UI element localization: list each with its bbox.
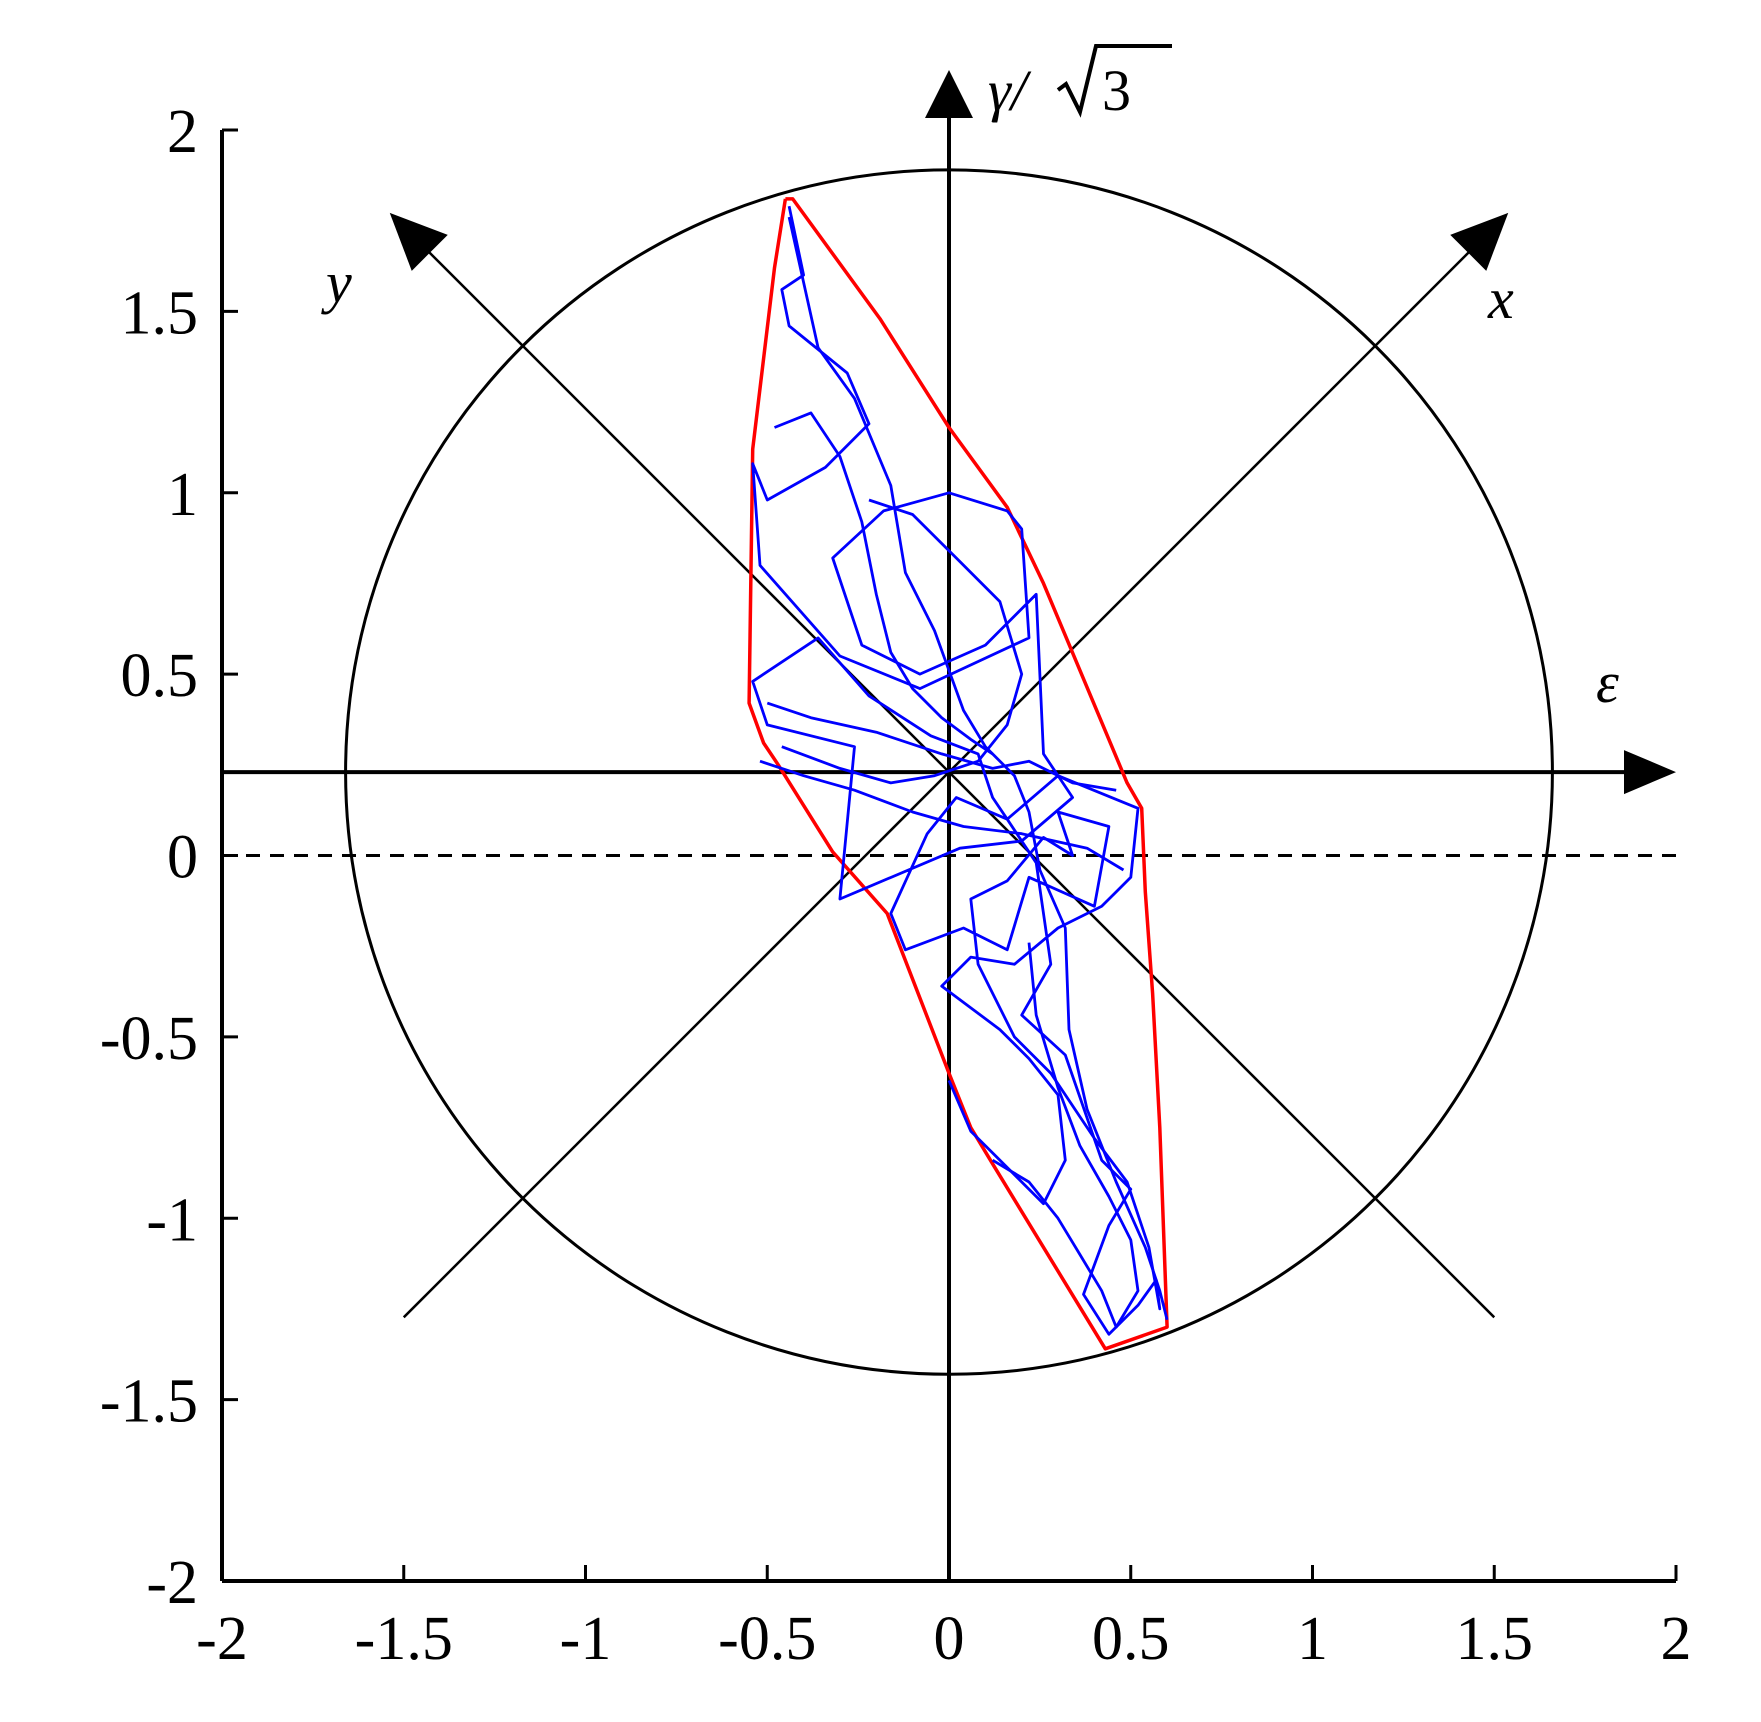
- y-tick-label: -1.5: [100, 1368, 198, 1436]
- gamma-arrow-head: [925, 70, 973, 118]
- gamma-axis-radicand: 3: [1102, 58, 1131, 123]
- x-tick-label: 0.5: [1092, 1605, 1170, 1673]
- trajectory-series-line: [766, 701, 1117, 792]
- sqrt-symbol: [1056, 44, 1172, 118]
- y-arrow-head: [389, 212, 448, 271]
- x-arrow-head: [1450, 212, 1509, 271]
- data-series: [747, 197, 1169, 1351]
- y-tick-labels: -2 -1.5 -1 -0.5 0 0.5 1 1.5 2: [100, 98, 198, 1617]
- x-tick-label: 0: [934, 1605, 965, 1673]
- epsilon-axis-label: ε: [1596, 650, 1619, 715]
- rotated-x-axis-line: [402, 235, 1486, 1319]
- x-tick-labels: -2 -1.5 -1 -0.5 0 0.5 1 1.5 2: [196, 1605, 1691, 1673]
- x-tick-label: 1: [1297, 1605, 1328, 1673]
- x-tick-label: -1: [560, 1605, 612, 1673]
- y-tick-label: -0.5: [100, 1005, 198, 1073]
- envelope-series-line: [747, 197, 1169, 1351]
- trajectory-series-line: [759, 759, 1125, 872]
- x-tick-label: -1.5: [355, 1605, 453, 1673]
- rotated-y-axis-line: [412, 235, 1496, 1319]
- tick-marks: [220, 128, 1678, 1583]
- y-tick-label: 0: [167, 824, 198, 892]
- axis-names: ε x y γ/ 3: [321, 44, 1619, 715]
- trajectory-series-line: [781, 498, 1024, 785]
- y-axis-label: y: [321, 250, 352, 315]
- reference-geometry: [222, 70, 1676, 1581]
- y-tick-label: -1: [146, 1186, 198, 1254]
- y-tick-label: -2: [146, 1549, 198, 1617]
- trajectory-series-line: [991, 942, 1140, 1329]
- epsilon-arrow-head: [1624, 750, 1676, 795]
- y-tick-label: 1: [167, 461, 198, 529]
- trajectory-series-line: [787, 216, 1169, 1321]
- trajectory-series-line: [773, 411, 994, 756]
- x-tick-label: 2: [1661, 1605, 1692, 1673]
- x-tick-label: 1.5: [1456, 1605, 1534, 1673]
- x-tick-label: -2: [196, 1605, 248, 1673]
- x-tick-label: -0.5: [718, 1605, 816, 1673]
- x-axis-label: x: [1487, 266, 1514, 331]
- y-tick-label: 1.5: [121, 279, 199, 347]
- y-tick-label: 2: [167, 98, 198, 166]
- y-tick-label: 0.5: [121, 642, 199, 710]
- gamma-axis-label-prefix: γ/: [988, 58, 1032, 123]
- gamma-axis-label: γ/: [988, 58, 1032, 123]
